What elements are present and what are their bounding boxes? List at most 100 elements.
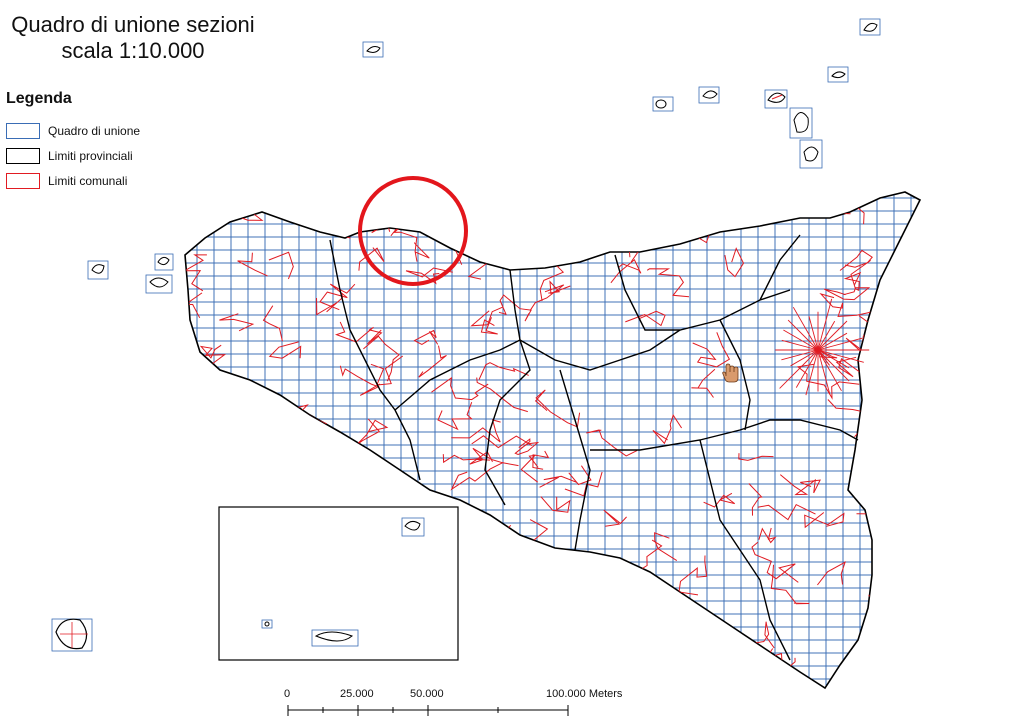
grid-tile — [553, 223, 572, 238]
grid-tile — [638, 483, 657, 498]
grid-tile — [706, 262, 725, 277]
grid-tile — [655, 587, 674, 602]
grid-tile — [451, 626, 470, 641]
grid-tile — [451, 665, 470, 680]
grid-tile — [570, 535, 589, 550]
grid-tile — [349, 548, 368, 563]
grid-tile — [570, 192, 589, 199]
grid-tile — [706, 236, 725, 251]
grid-tile — [485, 496, 504, 511]
grid-tile — [536, 613, 555, 628]
grid-tile — [400, 444, 419, 459]
grid-tile — [230, 548, 249, 563]
grid-tile — [842, 379, 861, 394]
grid-tile — [417, 340, 436, 355]
grid-tile — [553, 405, 572, 420]
grid-tile — [196, 470, 215, 485]
grid-tile — [502, 574, 521, 589]
grid-tile — [383, 496, 402, 511]
grid-tile — [485, 665, 504, 680]
grid-tile — [842, 522, 861, 537]
grid-tile — [775, 692, 792, 705]
grid-tile — [587, 457, 606, 472]
grid-tile — [298, 288, 317, 303]
grid-tile — [774, 626, 793, 641]
commune-boundary — [854, 407, 903, 438]
grid-tile — [621, 665, 640, 680]
grid-tile — [638, 405, 657, 420]
grid-tile — [587, 353, 606, 368]
grid-tile — [196, 613, 215, 628]
grid-tile — [621, 496, 640, 511]
legend: Legenda Quadro di unione Limiti provinci… — [6, 90, 140, 193]
grid-tile — [434, 613, 453, 628]
grid-tile — [185, 509, 198, 524]
grid-tile — [706, 327, 725, 342]
grid-tile — [758, 692, 775, 705]
grid-tile — [196, 223, 215, 238]
grid-tile — [672, 613, 691, 628]
grid-tile — [655, 210, 674, 225]
grid-tile — [383, 418, 402, 433]
grid-tile — [281, 353, 300, 368]
grid-tile — [740, 444, 759, 459]
commune-boundary — [185, 254, 207, 292]
grid-tile — [723, 587, 742, 602]
grid-tile — [706, 210, 725, 225]
grid-tile — [587, 639, 606, 654]
grid-tile — [553, 548, 572, 563]
commune-boundary — [691, 368, 716, 398]
grid-tile — [910, 574, 920, 589]
grid-tile — [247, 548, 266, 563]
grid-tile — [247, 405, 266, 420]
grid-tile — [638, 301, 657, 316]
grid-tile — [723, 665, 742, 680]
grid-tile — [519, 275, 538, 290]
grid-tile — [655, 639, 674, 654]
grid-tile — [185, 626, 198, 641]
grid-tile — [400, 379, 419, 394]
grid-tile — [587, 626, 606, 641]
grid-tile — [910, 457, 920, 472]
grid-tile — [809, 692, 826, 705]
commune-boundary — [437, 402, 473, 431]
grid-tile — [604, 600, 623, 615]
grid-tile — [689, 561, 708, 576]
grid-tile — [315, 262, 334, 277]
commune-boundary — [431, 376, 489, 401]
grid-tile — [553, 665, 572, 680]
grid-tile — [553, 431, 572, 446]
grid-tile — [519, 197, 538, 212]
grid-tile — [638, 236, 657, 251]
grid-tile — [247, 574, 266, 589]
grid-tile — [570, 613, 589, 628]
commune-boundary — [839, 249, 873, 271]
grid-tile — [774, 340, 793, 355]
grid-tile — [383, 613, 402, 628]
grid-tile — [366, 561, 385, 576]
grid-tile — [604, 197, 623, 212]
radial-boundary — [817, 349, 842, 392]
grid-tile — [621, 340, 640, 355]
grid-tile — [723, 457, 742, 472]
grid-tile — [587, 405, 606, 420]
grid-tile — [349, 509, 368, 524]
grid-tile — [928, 679, 945, 692]
grid-tile — [519, 405, 538, 420]
commune-boundary — [552, 550, 606, 581]
grid-tile — [842, 535, 861, 550]
grid-tile — [706, 192, 725, 199]
grid-tile — [417, 613, 436, 628]
grid-tile — [468, 197, 487, 212]
grid-tile — [928, 211, 945, 224]
radial-boundary — [817, 298, 833, 351]
grid-tile — [185, 613, 198, 628]
grid-tile — [468, 574, 487, 589]
grid-tile — [332, 574, 351, 589]
grid-tile — [842, 561, 861, 576]
grid-tile — [298, 379, 317, 394]
grid-tile — [638, 353, 657, 368]
grid-tile — [689, 288, 708, 303]
grid-tile — [349, 405, 368, 420]
